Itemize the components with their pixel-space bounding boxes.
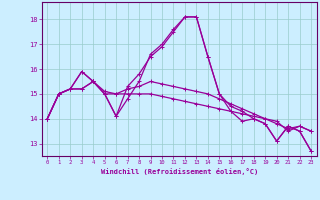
X-axis label: Windchill (Refroidissement éolien,°C): Windchill (Refroidissement éolien,°C) bbox=[100, 168, 258, 175]
